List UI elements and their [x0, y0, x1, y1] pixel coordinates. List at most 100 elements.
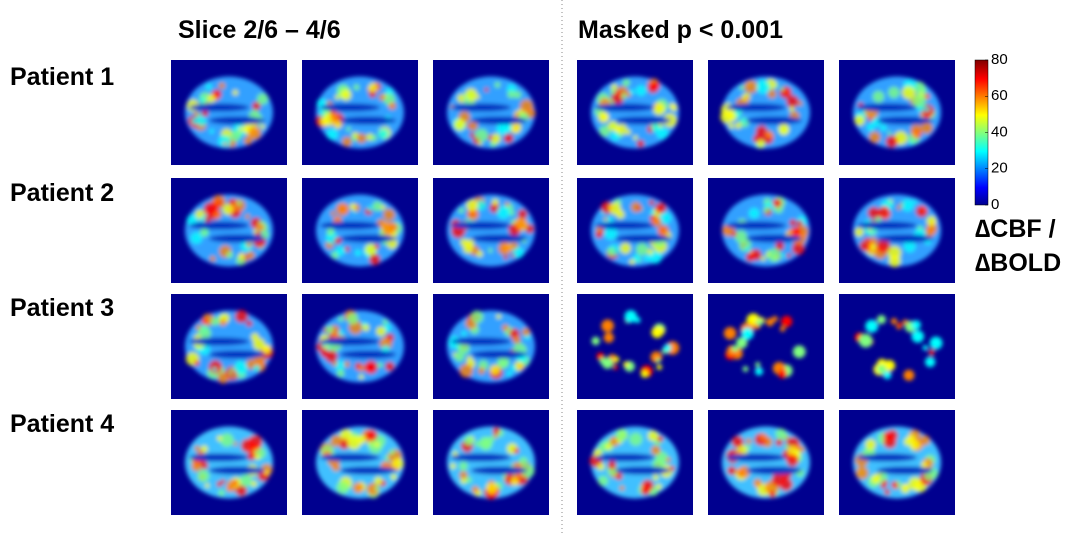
brain-spot — [468, 122, 477, 131]
image-grid — [171, 60, 955, 515]
brain-spot — [369, 440, 382, 453]
brain-spot — [326, 128, 338, 140]
brain-spot — [869, 132, 880, 143]
brain-spot — [746, 253, 755, 262]
brain-spot — [878, 206, 890, 218]
brain-spot — [257, 93, 268, 104]
ventricle — [877, 235, 933, 243]
brain-spot — [930, 337, 943, 350]
brain-spot — [251, 481, 257, 487]
ventricle — [209, 467, 265, 475]
brain-spot — [367, 205, 373, 211]
brain-spot — [623, 361, 629, 367]
brain-spot — [350, 203, 357, 210]
brain-spot — [504, 134, 514, 144]
brain-spot — [633, 135, 638, 140]
brain-spot — [217, 435, 222, 440]
brain-spot — [385, 362, 394, 371]
brain-spot — [736, 468, 745, 477]
ventricle — [726, 222, 786, 230]
brain-spot — [497, 205, 510, 218]
brain-spot — [763, 207, 769, 213]
brain-spot — [382, 319, 387, 324]
brain-spot — [334, 121, 342, 129]
brain-spot — [886, 136, 898, 148]
brain-spot — [257, 223, 265, 231]
ventricle — [595, 104, 655, 112]
brain-spot — [910, 125, 922, 137]
brain-spot — [724, 227, 730, 233]
brain-spot — [514, 448, 519, 453]
brain-spot — [366, 430, 378, 442]
brain-spot — [488, 248, 493, 253]
brain-spot — [604, 332, 614, 342]
brain-spot — [217, 481, 223, 487]
ventricle — [451, 338, 511, 346]
ventricle — [320, 338, 380, 346]
brain-spot — [488, 135, 493, 140]
colorbar-label: ∆CBF / — [975, 215, 1056, 243]
brain-spot — [240, 475, 252, 487]
brain-spot — [197, 117, 206, 126]
brain-spot — [592, 337, 600, 345]
brain-spot — [342, 137, 352, 147]
brain-spot — [346, 127, 351, 132]
brain-spot — [222, 204, 233, 215]
brain-spot — [616, 473, 623, 480]
brain-spot — [637, 206, 642, 211]
brain-spot — [636, 85, 647, 96]
brain-spot — [458, 208, 464, 214]
brain-spot — [470, 133, 475, 138]
brain-spot — [605, 444, 611, 450]
brain-spot — [775, 439, 782, 446]
brain — [316, 427, 404, 499]
brain-spot — [202, 318, 207, 323]
brain-spot — [898, 322, 903, 327]
brain-spot — [465, 88, 477, 100]
ventricle — [877, 117, 933, 125]
brain-spot — [656, 327, 665, 336]
brain — [447, 77, 536, 149]
ventricle — [615, 467, 671, 475]
brain-spot — [921, 462, 928, 469]
ventricle — [746, 117, 802, 125]
brain-spot — [746, 445, 751, 450]
brain-spot — [901, 199, 913, 211]
brain-spot — [607, 247, 615, 255]
brain-spot — [652, 82, 660, 90]
brain-spot — [923, 345, 929, 351]
brain-spot — [327, 228, 335, 236]
brain-spot — [359, 374, 364, 379]
row-label: Patient 1 — [10, 63, 114, 91]
brain-spot — [727, 466, 736, 475]
ventricle — [209, 235, 265, 243]
brain-spot — [756, 319, 763, 326]
ventricle — [340, 235, 396, 243]
brain-spot — [789, 106, 794, 111]
ventricle — [320, 222, 380, 230]
brain-spot — [502, 324, 509, 331]
brain-spot — [381, 205, 386, 210]
brain-spot — [211, 317, 220, 326]
brain-spot — [331, 211, 336, 216]
brain-spot — [745, 247, 750, 252]
brain-spot — [773, 199, 782, 208]
brain-spot — [879, 319, 884, 324]
brain-spot — [615, 429, 627, 441]
tick-label: 20 — [991, 160, 1008, 177]
brain-spot — [658, 225, 669, 236]
brain-spot — [780, 326, 786, 332]
brain-spot — [492, 199, 499, 206]
brain-spot — [478, 141, 482, 145]
brain-spot — [767, 248, 780, 261]
brain-spot — [512, 335, 520, 343]
colorbar-ticks: 020406080 — [985, 51, 1008, 213]
brain-spot — [601, 319, 614, 332]
brain-spot — [513, 247, 524, 258]
brain-spot — [260, 124, 265, 129]
brain-spot — [206, 84, 212, 90]
brain-spot — [459, 364, 473, 378]
brain-spot — [653, 103, 665, 115]
brain-spot — [481, 438, 492, 449]
brain-spot — [325, 326, 333, 334]
